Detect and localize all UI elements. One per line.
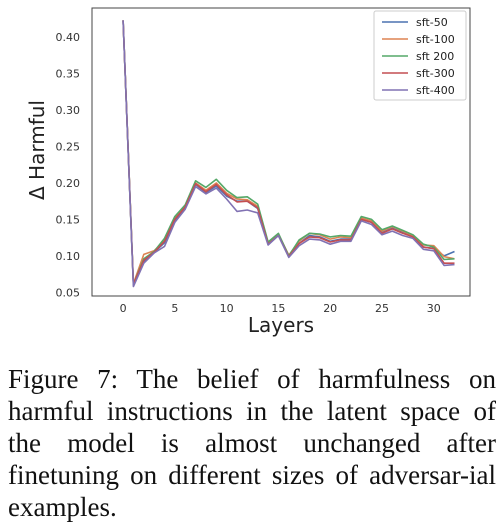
x-tick-label: 0 (120, 302, 127, 315)
y-axis-title: Δ Harmful (25, 100, 49, 200)
x-axis-title: Layers (248, 313, 314, 337)
x-axis: 0 5 10 15 20 25 30 (120, 302, 441, 315)
legend-label: sft 200 (416, 50, 454, 63)
x-tick-label: 25 (375, 302, 389, 315)
figure-caption: Figure 7: The belief of harmfulness on h… (8, 364, 496, 522)
y-tick-label: 0.20 (56, 177, 81, 190)
y-axis: 0.05 0.10 0.15 0.20 0.25 0.30 0.35 0.40 (56, 31, 81, 299)
y-tick-label: 0.40 (56, 31, 81, 44)
x-tick-label: 15 (271, 302, 285, 315)
series-lines (122, 20, 455, 288)
y-tick-label: 0.05 (56, 286, 81, 299)
legend-label: sft-50 (416, 16, 448, 29)
legend-label: sft-100 (416, 33, 455, 46)
x-tick-label: 30 (427, 302, 441, 315)
y-tick-label: 0.15 (56, 213, 81, 226)
legend-box (373, 10, 467, 101)
x-tick-label: 20 (323, 302, 337, 315)
y-tick-label: 0.35 (56, 68, 81, 81)
x-tick-label: 5 (171, 302, 178, 315)
series-line-sft-400 (122, 20, 455, 288)
y-tick-label: 0.10 (56, 250, 81, 263)
y-tick-label: 0.25 (56, 141, 81, 154)
line-chart: 0.05 0.10 0.15 0.20 0.25 0.30 0.35 0.40 0 5 10 15 2… (25, 7, 471, 337)
legend-label: sft-400 (416, 84, 455, 97)
y-tick-label: 0.30 (56, 104, 81, 117)
plot-frame (91, 7, 471, 297)
legend: sft-50 sft-100 sft 200 sft-300 sft-400 (373, 10, 467, 101)
legend-label: sft-300 (416, 67, 455, 80)
x-tick-label: 10 (220, 302, 234, 315)
